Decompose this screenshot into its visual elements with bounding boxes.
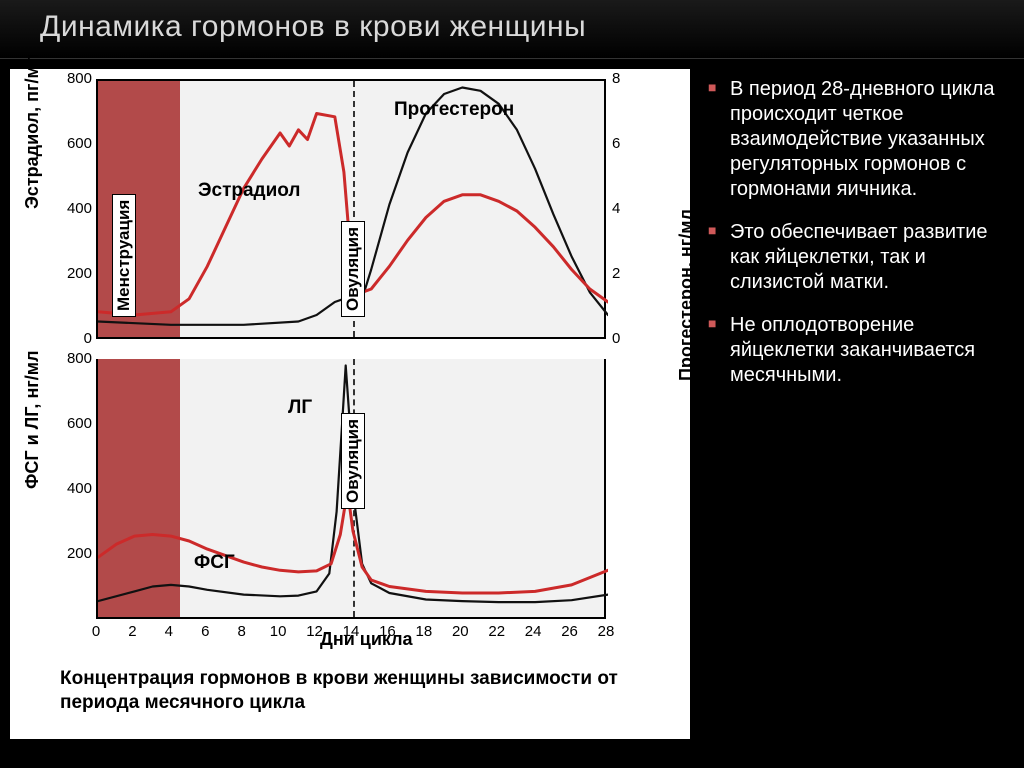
slide: Динамика гормонов в крови женщины Менстр… (0, 0, 1024, 768)
title-bar: Динамика гормонов в крови женщины (0, 0, 1024, 59)
axis-tick: 600 (52, 415, 92, 432)
axis-tick: 4 (157, 623, 181, 640)
axis-tick: 28 (594, 623, 618, 640)
bullet-item: В период 28-дневного цикла происходит че… (708, 77, 998, 202)
menstruation-label: Менструация (112, 194, 136, 317)
axis-tick: 8 (230, 623, 254, 640)
axis-tick: 400 (52, 200, 92, 217)
plot-bottom: Овуляция ЛГ ФСГ (96, 359, 606, 619)
axis-tick: 8 (612, 70, 642, 87)
chart-caption: Концентрация гормонов в крови женщины за… (60, 667, 640, 715)
ovulation-label-top: Овуляция (341, 221, 365, 317)
axis-tick: 10 (266, 623, 290, 640)
chart-pane: Менструация Овуляция Эстрадиол Прогестер… (0, 59, 700, 767)
axis-tick: 2 (120, 623, 144, 640)
yaxis-left-bottom-label: ФСГ и ЛГ, нг/мл (22, 350, 43, 489)
axis-tick: 2 (612, 265, 642, 282)
yaxis-left-top-label: Эстрадиол, пг/мл (22, 54, 43, 209)
axis-tick: 6 (612, 135, 642, 152)
estradiol-label: Эстрадиол (198, 180, 301, 202)
axis-tick: 4 (612, 200, 642, 217)
content-row: Менструация Овуляция Эстрадиол Прогестер… (0, 59, 1024, 767)
axis-tick: 800 (52, 70, 92, 87)
axis-tick: 6 (193, 623, 217, 640)
chart-card: Менструация Овуляция Эстрадиол Прогестер… (10, 69, 690, 739)
bullet-item: Это обеспечивает развитие как яйцеклетки… (708, 220, 998, 295)
axis-tick: 24 (521, 623, 545, 640)
axis-tick: 200 (52, 265, 92, 282)
bullet-item: Не оплодотворение яйцеклетки заканчивает… (708, 313, 998, 388)
text-pane: В период 28-дневного цикла происходит че… (700, 59, 1024, 767)
slide-title: Динамика гормонов в крови женщины (40, 10, 984, 44)
bullet-list: В период 28-дневного цикла происходит че… (708, 77, 998, 388)
axis-tick: 0 (612, 330, 642, 347)
lh-label: ЛГ (288, 397, 312, 419)
progesterone-label: Прогестерон (394, 99, 514, 121)
yaxis-right-label: Прогестерон, нг/мл (676, 209, 697, 381)
axis-tick: 16 (375, 623, 399, 640)
axis-tick: 0 (84, 623, 108, 640)
axis-tick: 18 (412, 623, 436, 640)
axis-tick: 400 (52, 480, 92, 497)
axis-tick: 22 (485, 623, 509, 640)
axis-tick: 200 (52, 545, 92, 562)
plot-top: Менструация Овуляция Эстрадиол Прогестер… (96, 79, 606, 339)
axis-tick: 0 (52, 330, 92, 347)
axis-tick: 26 (558, 623, 582, 640)
axis-tick: 600 (52, 135, 92, 152)
axis-tick: 14 (339, 623, 363, 640)
ovulation-label-bottom: Овуляция (341, 413, 365, 509)
axis-tick: 20 (448, 623, 472, 640)
axis-tick: 12 (303, 623, 327, 640)
fsh-label: ФСГ (194, 552, 235, 574)
axis-tick: 800 (52, 350, 92, 367)
